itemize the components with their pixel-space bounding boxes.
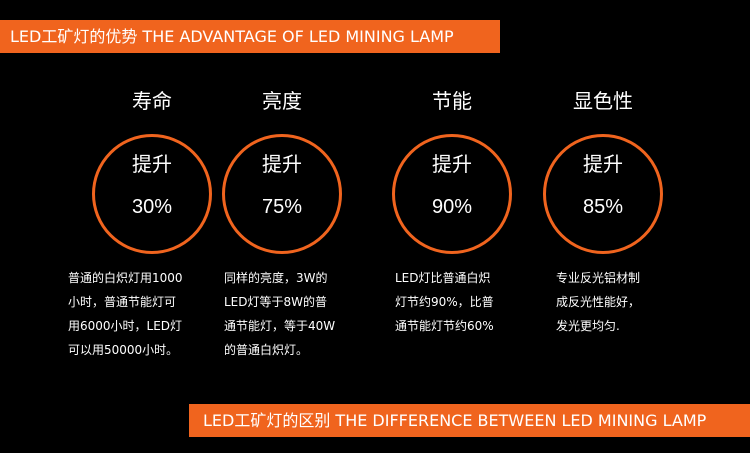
- feature-description: LED灯比普通白炽 灯节约90%，比普 通节能灯节约60%: [395, 266, 535, 338]
- description-line: 灯节约90%，比普: [395, 295, 494, 309]
- ring-label: 提升: [262, 152, 302, 176]
- ring-value: 85%: [582, 196, 624, 218]
- feature-description: 专业反光铝材制 成反光性能好， 发光更均匀.: [556, 266, 696, 338]
- ring-value: 30%: [131, 196, 173, 218]
- ring-label: 提升: [132, 152, 172, 176]
- difference-banner-title: LED工矿灯的区别 THE DIFFERENCE BETWEEN LED MIN…: [203, 411, 707, 430]
- ring-label: 提升: [583, 152, 623, 176]
- percentage-ring: 提升 75%: [222, 134, 342, 254]
- difference-banner: LED工矿灯的区别 THE DIFFERENCE BETWEEN LED MIN…: [189, 404, 750, 437]
- description-line: 成反光性能好，: [556, 295, 641, 309]
- description-line: 发光更均匀.: [556, 319, 620, 333]
- feature-description: 普通的白炽灯用1000 小时，普通节能灯可 用6000小时，LED灯 可以用50…: [68, 266, 208, 362]
- feature-title: 显色性: [573, 89, 633, 113]
- ring-value: 75%: [261, 196, 303, 218]
- description-line: 通节能灯节约60%: [395, 319, 494, 333]
- description-line: 用6000小时，LED灯: [68, 319, 183, 333]
- feature-description: 同样的亮度，3W的 LED灯等于8W的普 通节能灯，等于40W 的普通白炽灯。: [224, 266, 364, 362]
- description-line: 可以用50000小时。: [68, 343, 179, 357]
- ring-label: 提升: [432, 152, 472, 176]
- percentage-ring: 提升 30%: [92, 134, 212, 254]
- description-line: 专业反光铝材制: [556, 271, 641, 285]
- description-line: 同样的亮度，3W的: [224, 271, 328, 285]
- percentage-ring: 提升 85%: [543, 134, 663, 254]
- percentage-ring: 提升 90%: [392, 134, 512, 254]
- description-line: 的普通白炽灯。: [224, 343, 309, 357]
- description-line: 小时，普通节能灯可: [68, 295, 177, 309]
- feature-title: 寿命: [132, 89, 172, 113]
- advantage-banner: LED工矿灯的优势 THE ADVANTAGE OF LED MINING LA…: [0, 20, 500, 53]
- description-line: 普通的白炽灯用1000: [68, 271, 183, 285]
- feature-title: 节能: [432, 89, 472, 113]
- description-line: LED灯比普通白炽: [395, 271, 491, 285]
- feature-title: 亮度: [262, 89, 302, 113]
- description-line: LED灯等于8W的普: [224, 295, 328, 309]
- advantage-banner-title: LED工矿灯的优势 THE ADVANTAGE OF LED MINING LA…: [10, 27, 454, 46]
- description-line: 通节能灯，等于40W: [224, 319, 336, 333]
- ring-value: 90%: [431, 196, 473, 218]
